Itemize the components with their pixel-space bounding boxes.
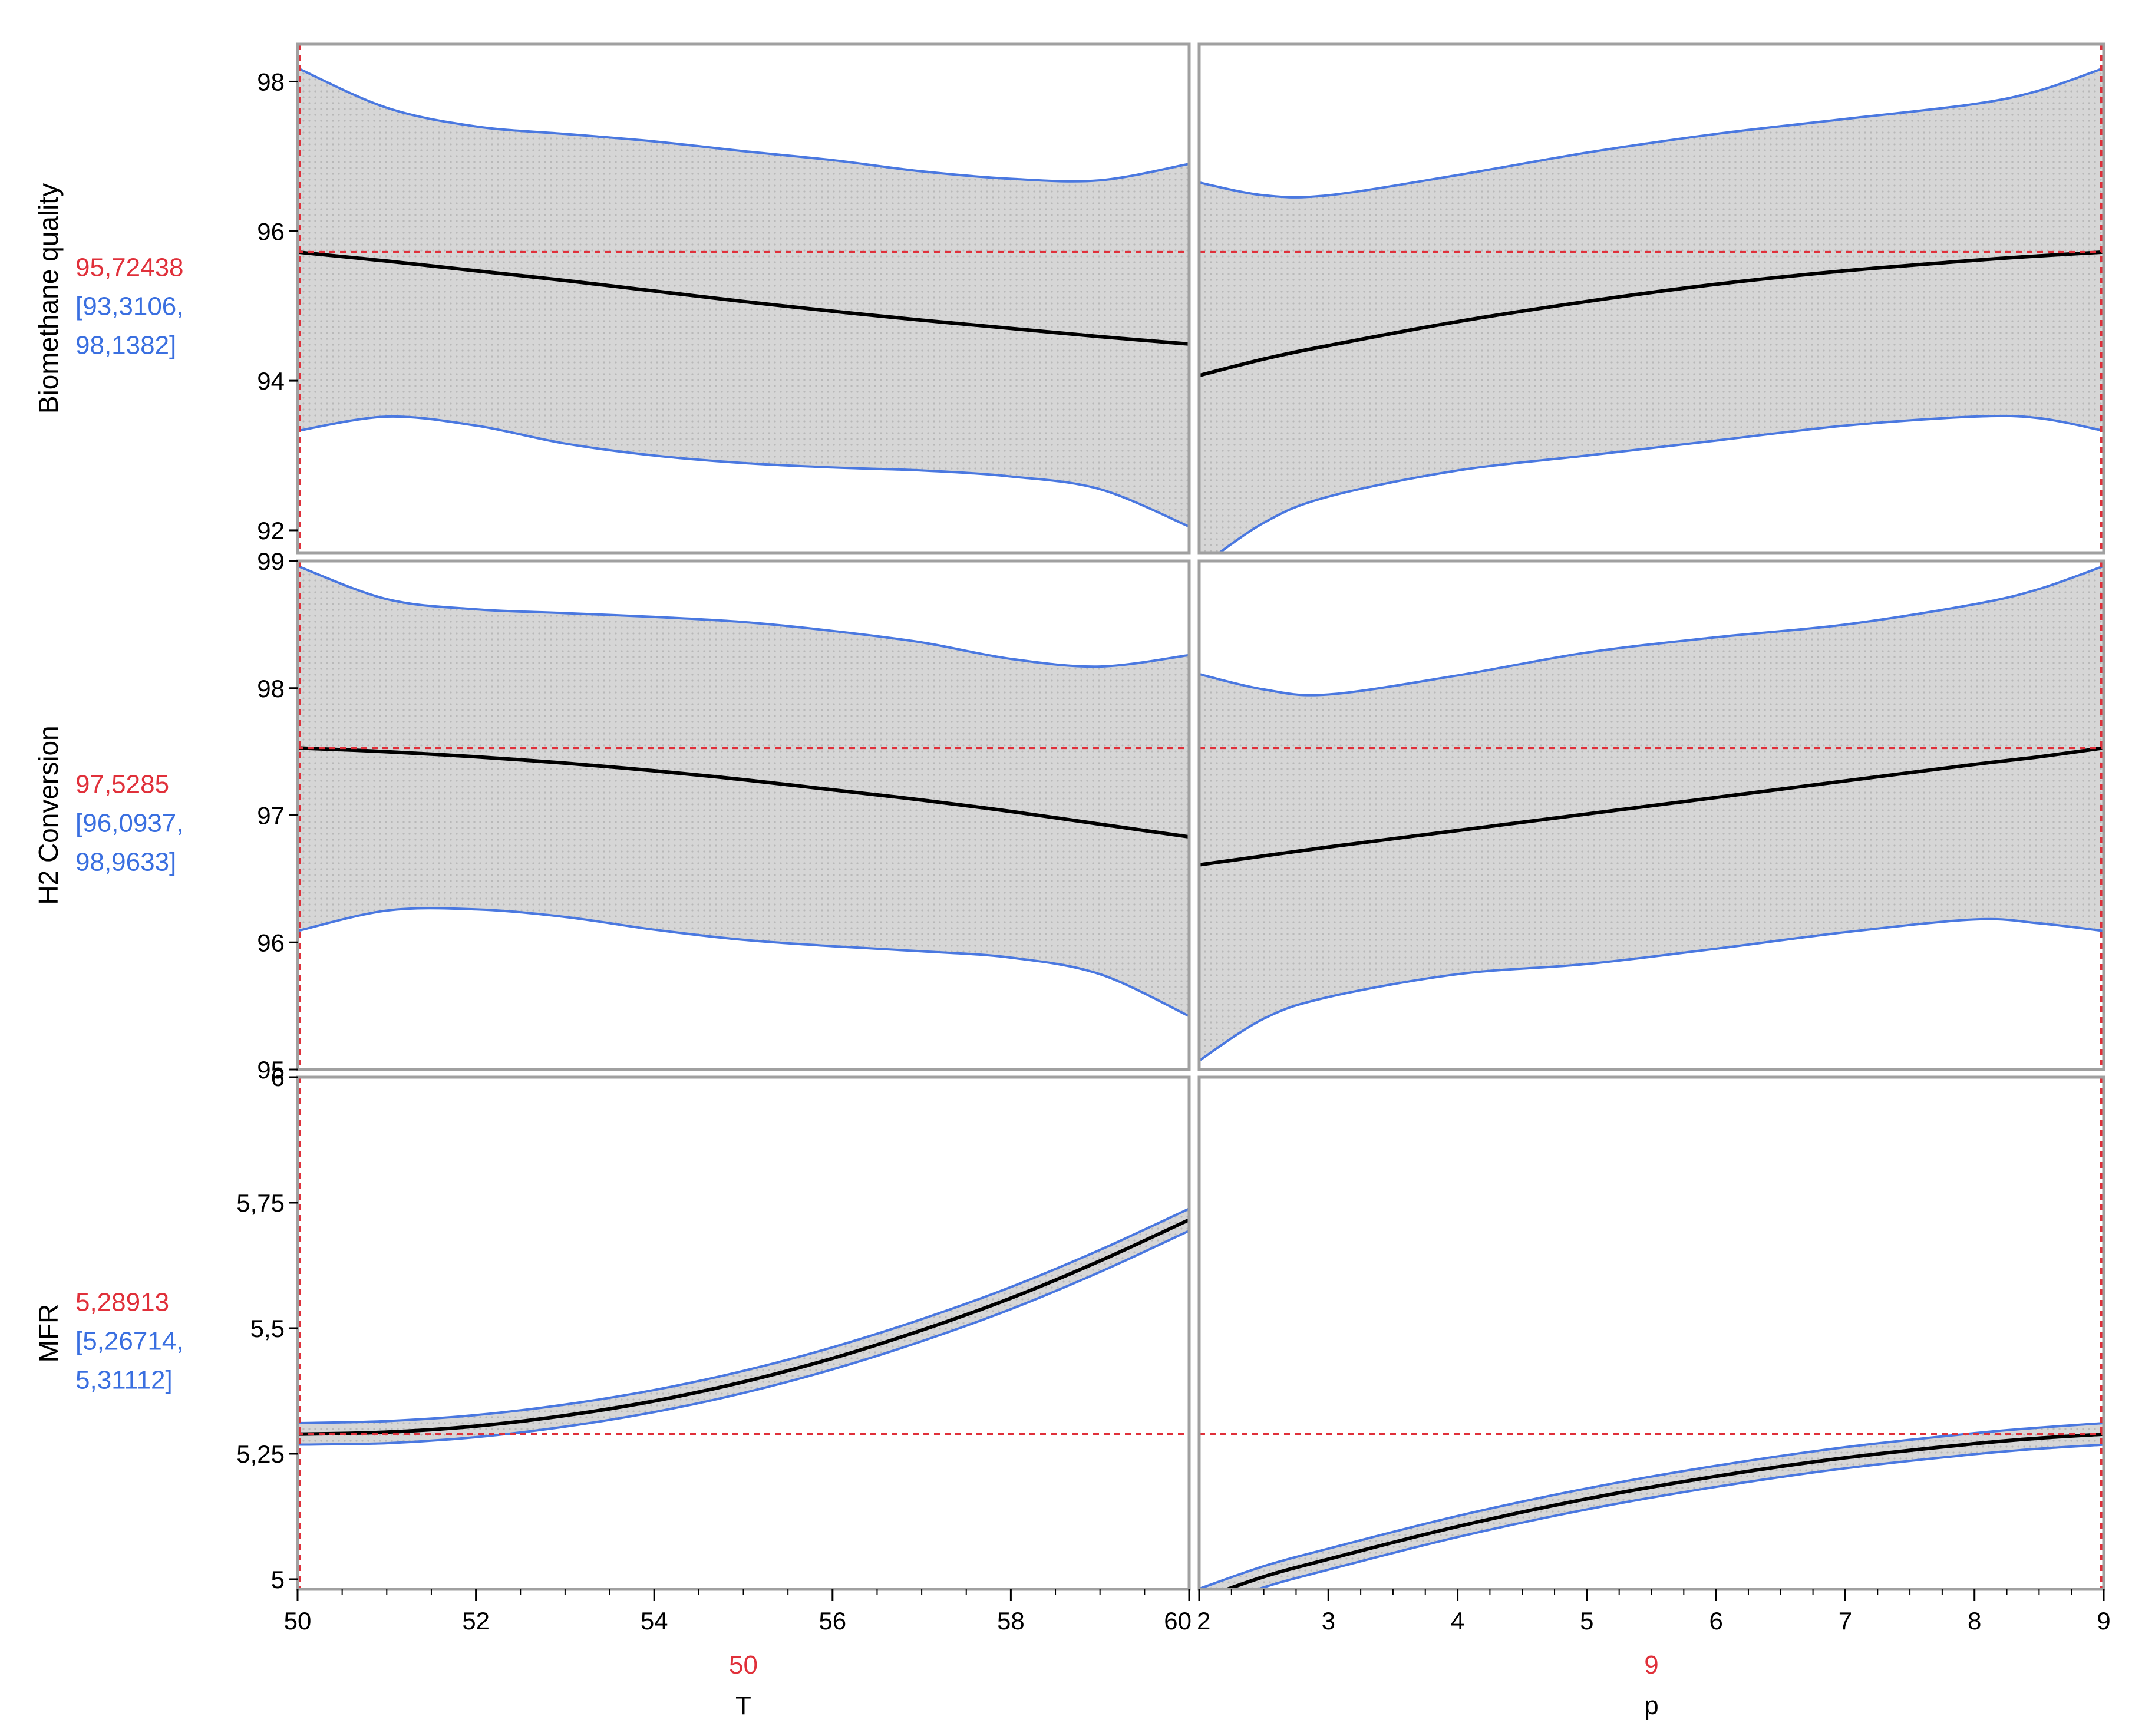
y-tick-label: 5: [271, 1566, 285, 1593]
prediction-line: [1222, 1432, 2104, 1589]
panel-frame: [1197, 42, 2105, 555]
ci-upper-line: [1199, 1422, 2104, 1589]
x-axis-p: 2 3 4 5 6 7 8 9 9 p: [1197, 1589, 2111, 1720]
ci-lower-line: [1199, 917, 2104, 1062]
prediction-line: [1199, 746, 2104, 867]
y-tick-label: 96: [257, 217, 285, 245]
panel-frame: [1197, 559, 2105, 1071]
x-tick-label: 54: [641, 1607, 668, 1635]
response-ci-value: 5,31112]: [75, 1366, 173, 1395]
factor-current-value[interactable]: 9: [1644, 1651, 1658, 1679]
factor-name: T: [735, 1691, 751, 1720]
x-tick-label: 56: [819, 1607, 846, 1635]
response-current-value: 5,28913: [75, 1288, 169, 1317]
ci-upper-line: [298, 565, 1189, 668]
ci-band: [298, 1209, 1189, 1445]
panel-frame: [1197, 1075, 2105, 1591]
y-tick-label: 92: [257, 517, 285, 544]
y-tick-label: 98: [257, 68, 285, 95]
ci-band: [298, 68, 1189, 527]
ci-band: [1199, 566, 2104, 1061]
y-tick-label: 5,5: [250, 1315, 285, 1342]
panel-1-1: [1197, 559, 2105, 1071]
x-axis-T: 50 52 54 56 58 60 50 T: [284, 1589, 1192, 1720]
panel-1-0: 95 96 97 98 99: [257, 547, 1191, 1084]
response-ci-value: [96,0937,: [75, 809, 184, 838]
ci-upper-line: [298, 67, 1189, 183]
response-ci-value: 98,9633]: [75, 848, 176, 877]
panel-frame: [296, 42, 1191, 555]
y-tick-label: 6: [271, 1064, 285, 1091]
ci-lower-line: [298, 1229, 1189, 1446]
panel-0-0: 92 94 96 98: [257, 42, 1191, 555]
prediction-line: [1199, 250, 2104, 378]
panel-2-1: [1197, 1075, 2105, 1591]
response-current-value: 95,72438: [75, 253, 184, 282]
ci-lower-line: [298, 907, 1189, 1018]
response-name: Biomethane quality: [33, 183, 64, 414]
y-tick-label: 96: [257, 929, 285, 956]
response-ci-value: 98,1382]: [75, 331, 176, 360]
y-tick-label: 95: [257, 1056, 285, 1084]
ci-band: [1199, 1423, 2104, 1589]
panel-frame: [296, 1075, 1191, 1591]
y-tick-label: 98: [257, 675, 285, 702]
ci-upper-line: [298, 1207, 1189, 1424]
y-tick-label: 97: [257, 802, 285, 830]
panel-2-0: 5 5,25 5,5 5,75 6: [236, 1064, 1191, 1593]
response-name: MFR: [33, 1304, 64, 1363]
x-tick-label: 60: [1164, 1607, 1192, 1635]
x-tick-label: 4: [1451, 1607, 1464, 1635]
ci-band: [1199, 68, 2104, 553]
y-tick-label: 99: [257, 547, 285, 575]
prediction-line: [298, 250, 1189, 346]
x-tick-label: 3: [1322, 1607, 1335, 1635]
y-tick-label: 94: [257, 367, 285, 395]
y-tick-label: 5,25: [236, 1440, 285, 1468]
x-tick-label: 5: [1580, 1607, 1593, 1635]
x-tick-label: 8: [1968, 1607, 1981, 1635]
response-current-value: 97,5285: [75, 770, 169, 799]
x-tick-label: 9: [2097, 1607, 2110, 1635]
prediction-line: [298, 1218, 1189, 1436]
response-ci-value: [5,26714,: [75, 1327, 184, 1356]
ci-lower-line: [298, 415, 1189, 528]
x-tick-label: 7: [1839, 1607, 1852, 1635]
ci-lower-line: [1253, 1443, 2104, 1589]
x-tick-label: 52: [462, 1607, 490, 1635]
panel-0-1: [1197, 42, 2105, 555]
factor-name: p: [1644, 1691, 1658, 1720]
factor-current-value[interactable]: 50: [729, 1651, 758, 1679]
response-ci-value: [93,3106,: [75, 292, 184, 321]
prediction-line: [298, 746, 1189, 839]
x-tick-label: 2: [1197, 1607, 1210, 1635]
x-tick-label: 6: [1709, 1607, 1722, 1635]
ci-band: [298, 566, 1189, 1016]
x-tick-label: 50: [284, 1607, 312, 1635]
ci-lower-line: [1217, 414, 2104, 553]
ci-upper-line: [1199, 67, 2104, 199]
x-tick-label: 58: [997, 1607, 1025, 1635]
response-name: H2 Conversion: [33, 725, 64, 905]
ci-upper-line: [1199, 565, 2104, 697]
y-tick-label: 5,75: [236, 1189, 285, 1217]
